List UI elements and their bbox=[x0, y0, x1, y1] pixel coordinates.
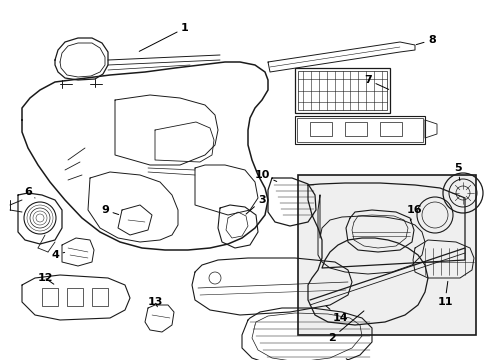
Text: 15: 15 bbox=[346, 359, 372, 360]
Text: 12: 12 bbox=[37, 273, 54, 284]
Text: 11: 11 bbox=[436, 282, 452, 307]
Bar bbox=[297, 71, 386, 110]
Bar bbox=[297, 175, 475, 335]
Bar bbox=[309, 122, 331, 136]
Text: 14: 14 bbox=[325, 306, 347, 323]
Text: 6: 6 bbox=[24, 187, 35, 198]
Text: 13: 13 bbox=[147, 297, 163, 307]
Text: 16: 16 bbox=[407, 205, 422, 221]
Text: 4: 4 bbox=[51, 250, 64, 260]
Bar bbox=[294, 68, 389, 113]
Text: 3: 3 bbox=[245, 195, 265, 214]
Bar bbox=[294, 116, 424, 144]
Bar bbox=[379, 122, 401, 136]
Text: 5: 5 bbox=[453, 163, 461, 181]
Text: 1: 1 bbox=[139, 23, 188, 51]
Text: 9: 9 bbox=[101, 205, 119, 215]
Bar bbox=[296, 118, 422, 142]
Bar bbox=[67, 288, 83, 306]
Bar bbox=[345, 122, 366, 136]
Text: 7: 7 bbox=[364, 75, 388, 89]
Bar bbox=[92, 288, 108, 306]
Text: 10: 10 bbox=[254, 170, 276, 181]
Text: 8: 8 bbox=[415, 35, 435, 45]
Bar bbox=[42, 288, 58, 306]
Text: 2: 2 bbox=[327, 311, 363, 343]
